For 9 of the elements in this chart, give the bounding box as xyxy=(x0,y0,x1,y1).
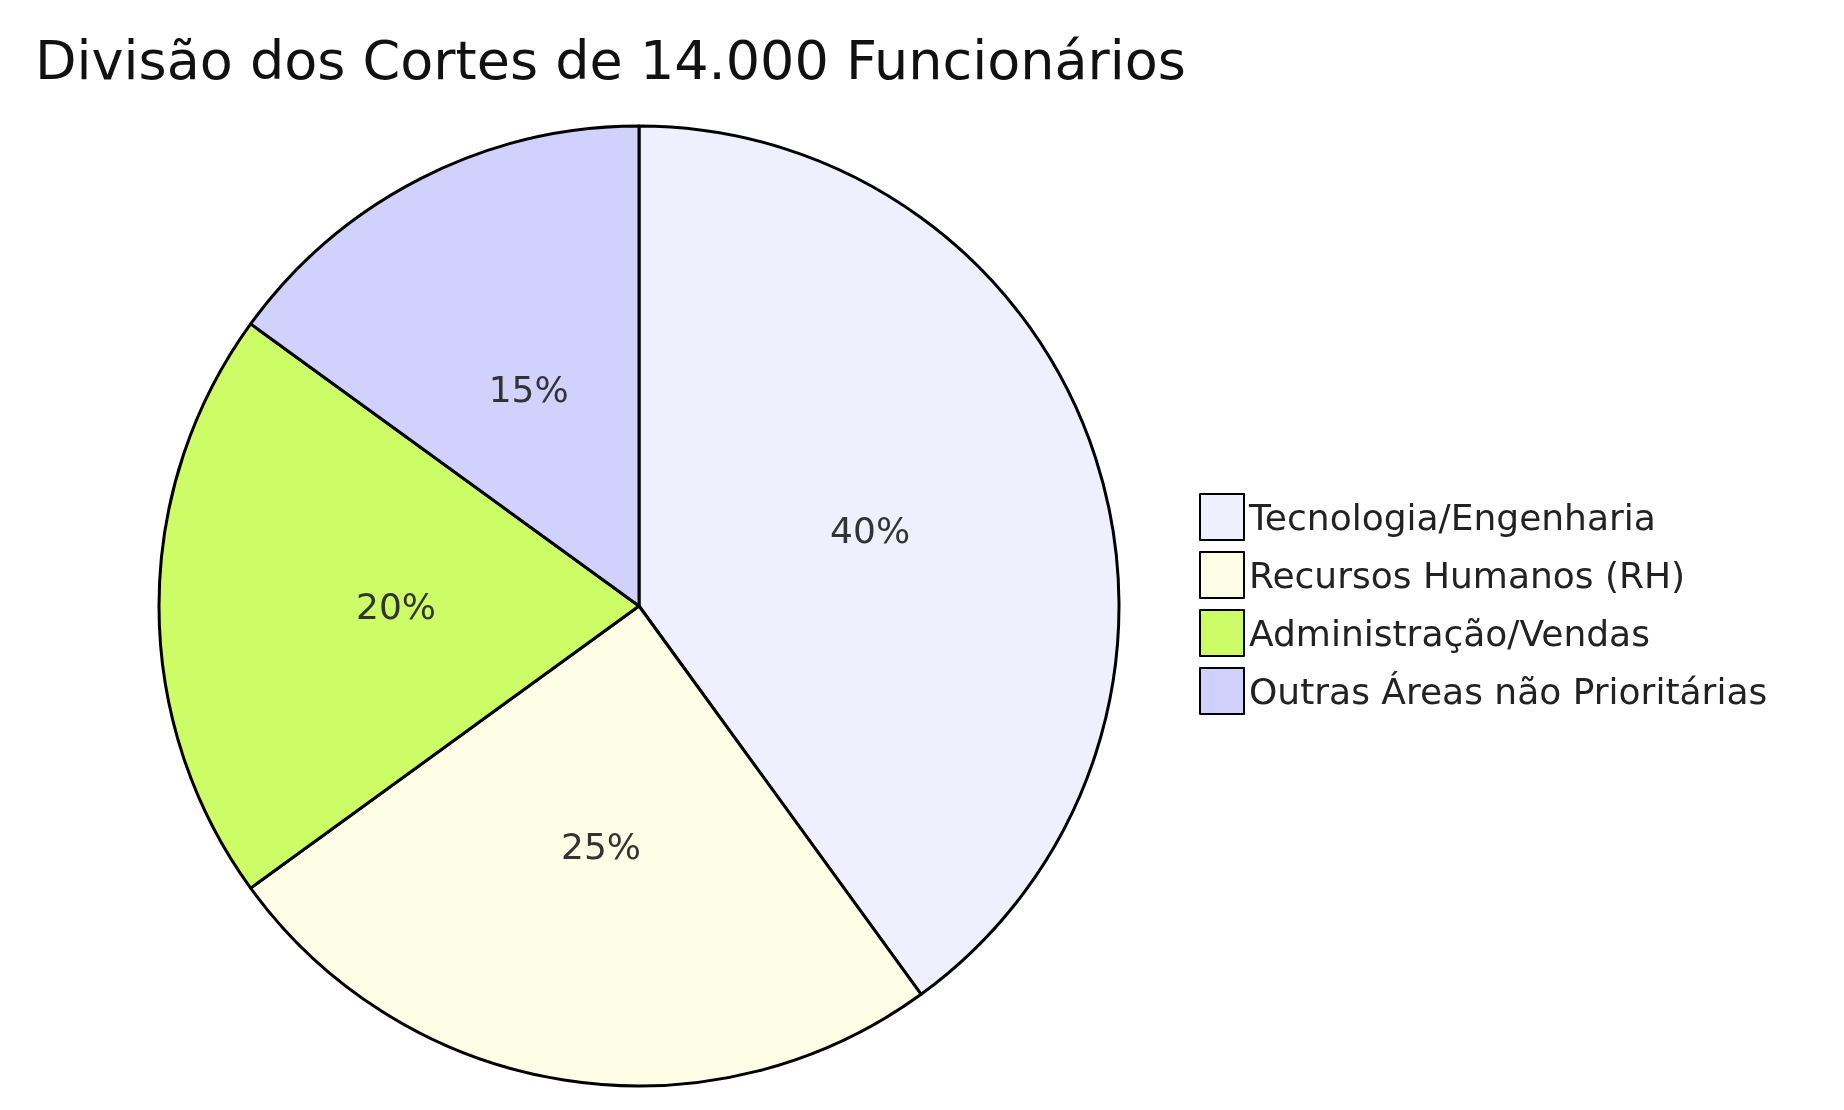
legend-label: Outras Áreas não Prioritárias xyxy=(1249,670,1768,712)
data-label: 40% xyxy=(830,510,911,552)
legend-label: Administração/Vendas xyxy=(1249,612,1650,654)
data-label: 20% xyxy=(355,585,437,627)
chart-title: Divisão dos Cortes de 14.000 Funcionários xyxy=(35,28,1186,92)
legend-label: Tecnologia/Engenharia xyxy=(1248,496,1656,538)
data-label: 25% xyxy=(560,825,641,867)
data-label: 15% xyxy=(488,368,569,410)
legend-label: Recursos Humanos (RH) xyxy=(1249,554,1686,596)
